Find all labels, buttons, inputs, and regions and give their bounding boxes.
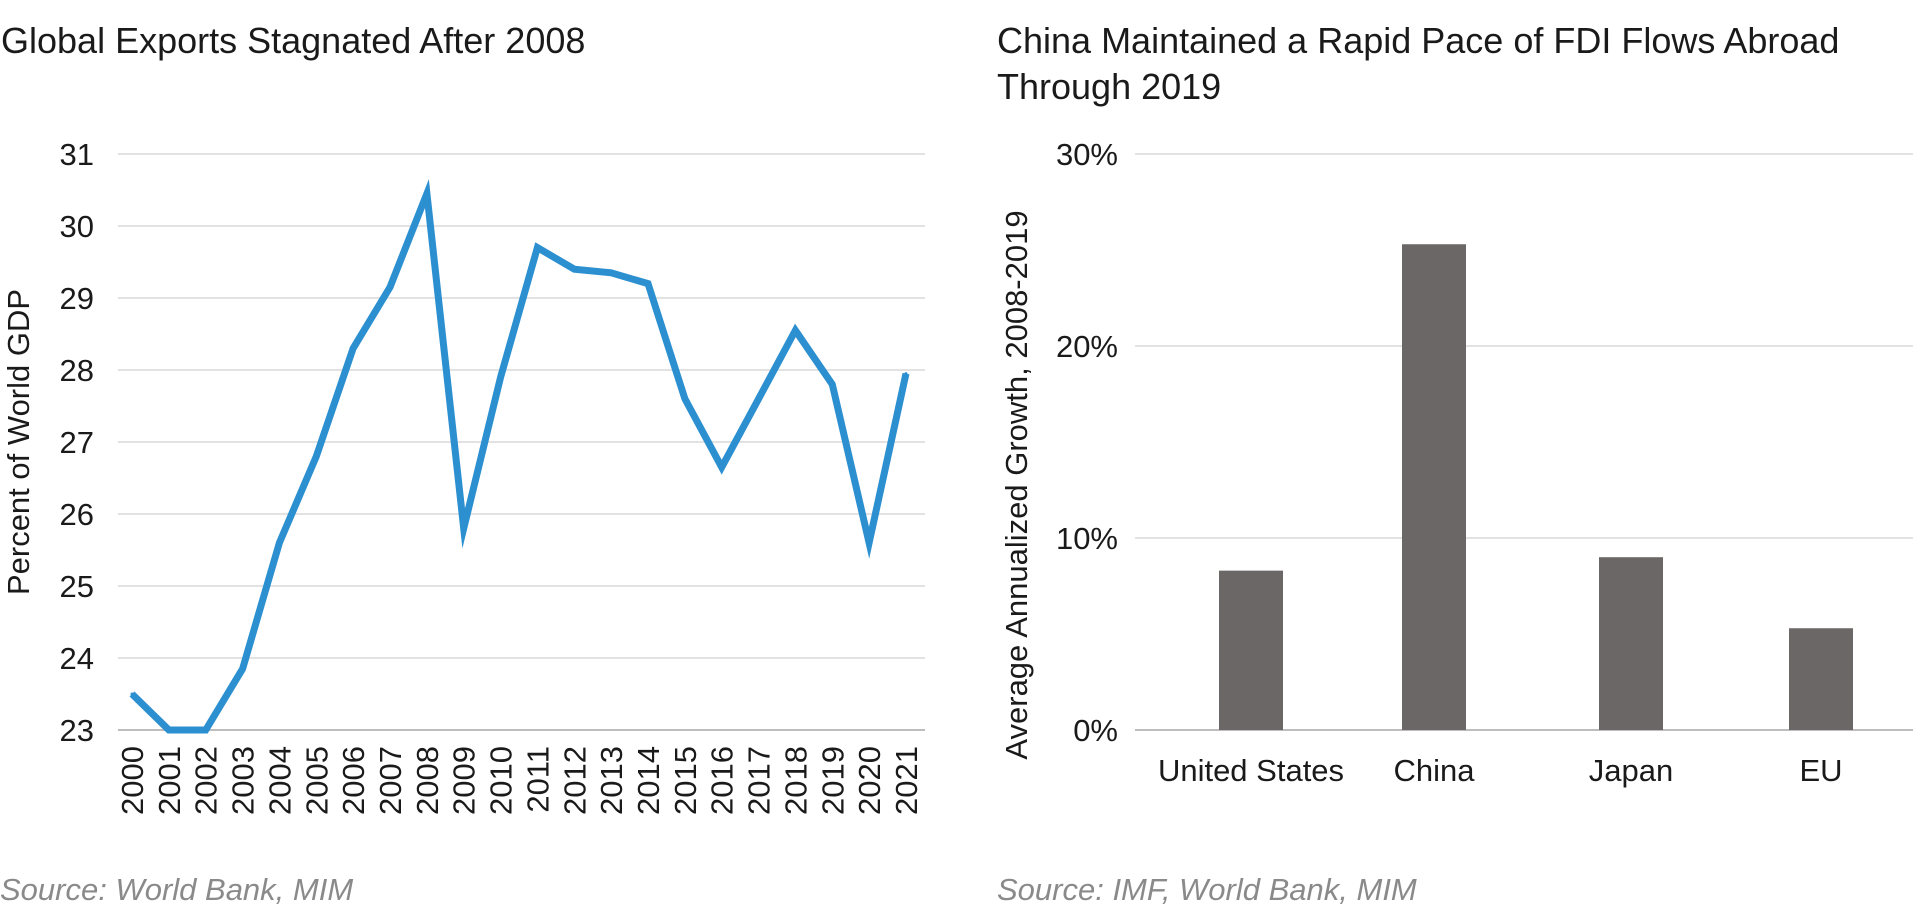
right-y-tick-label: 20%	[1056, 329, 1118, 364]
left-y-tick-label: 29	[60, 281, 94, 316]
left-y-tick-label: 30	[60, 209, 94, 244]
right-y-axis-label: Average Annualized Growth, 2008-2019	[1000, 210, 1034, 759]
left-data-point	[720, 465, 724, 469]
left-data-point	[167, 728, 171, 732]
left-x-tick-label: 2015	[668, 746, 703, 815]
left-x-tick-label: 2009	[447, 746, 482, 815]
right-y-tick-label: 0%	[1073, 713, 1118, 748]
left-x-tick-label: 2003	[226, 746, 261, 815]
left-data-point	[535, 246, 539, 250]
right-y-tick-label: 10%	[1056, 521, 1118, 556]
left-chart-title: Global Exports Stagnated After 2008	[1, 20, 586, 61]
right-bar	[1219, 570, 1283, 730]
left-data-point	[388, 285, 392, 289]
left-data-point	[314, 454, 318, 458]
left-y-tick-label: 25	[60, 569, 94, 604]
left-x-tick-label: 2019	[815, 746, 850, 815]
left-series-line	[129, 179, 910, 734]
right-bar	[1599, 557, 1663, 730]
left-data-point	[462, 526, 466, 530]
left-data-point	[867, 541, 871, 545]
left-data-point	[830, 382, 834, 386]
left-data-point	[793, 328, 797, 332]
left-data-point	[204, 728, 208, 732]
left-x-tick-label: 2020	[852, 746, 887, 815]
left-x-tick-label: 2002	[189, 746, 224, 815]
right-chart-source: Source: IMF, World Bank, MIM	[997, 872, 1417, 907]
left-x-tick-label: 2016	[705, 746, 740, 815]
left-x-tick-label: 2013	[594, 746, 629, 815]
left-data-point	[499, 375, 503, 379]
left-y-axis-label: Percent of World GDP	[1, 289, 36, 595]
left-y-tick-label: 24	[60, 641, 94, 676]
left-data-point	[351, 346, 355, 350]
left-x-tick-label: 2005	[299, 746, 334, 815]
left-x-tick-label: 2010	[484, 746, 519, 815]
right-x-tick-label: China	[1394, 753, 1476, 788]
left-x-tick-label: 2017	[742, 746, 777, 815]
left-x-tick-label: 2004	[262, 746, 297, 815]
right-x-tick-label: United States	[1158, 753, 1344, 788]
left-chart-source: Source: World Bank, MIM	[0, 872, 354, 907]
left-data-point	[241, 667, 245, 671]
left-x-tick-label: 2006	[336, 746, 371, 815]
left-data-point	[683, 397, 687, 401]
left-y-tick-label: 31	[60, 137, 94, 172]
left-data-point	[646, 282, 650, 286]
left-x-tick-label: 2001	[152, 746, 187, 815]
left-y-tick-label: 23	[60, 713, 94, 748]
left-x-tick-label: 2014	[631, 746, 666, 815]
left-x-tick-label: 2000	[115, 746, 150, 815]
left-data-point	[757, 397, 761, 401]
left-x-tick-label: 2011	[520, 746, 555, 813]
left-line-chart: Percent of World GDP 23 24 25 26 27 28 29 30 31 2…	[1, 137, 925, 815]
left-data-point	[904, 372, 908, 376]
left-x-tick-label: 2007	[373, 746, 408, 815]
right-bar	[1402, 244, 1466, 731]
left-data-point	[425, 192, 429, 196]
left-y-tick-label: 28	[60, 353, 94, 388]
left-x-tick-label: 2021	[889, 746, 924, 815]
right-bar	[1789, 628, 1853, 730]
left-x-tick-label: 2008	[410, 746, 445, 815]
left-data-point	[130, 692, 134, 696]
left-x-tick-label: 2018	[778, 746, 813, 815]
left-y-tick-label: 27	[60, 425, 94, 460]
left-data-point	[277, 541, 281, 545]
right-bar-chart: Average Annualized Growth, 2008-2019 0% 1…	[1000, 137, 1913, 788]
right-x-tick-label: EU	[1799, 753, 1842, 788]
right-chart-title: China Maintained a Rapid Pace of FDI Flo…	[997, 20, 1840, 107]
left-data-point	[609, 271, 613, 275]
left-x-tick-label: 2012	[557, 746, 592, 815]
right-x-tick-label: Japan	[1589, 753, 1673, 788]
left-y-tick-label: 26	[60, 497, 94, 532]
left-data-point	[572, 267, 576, 271]
right-y-tick-label: 30%	[1056, 137, 1118, 172]
